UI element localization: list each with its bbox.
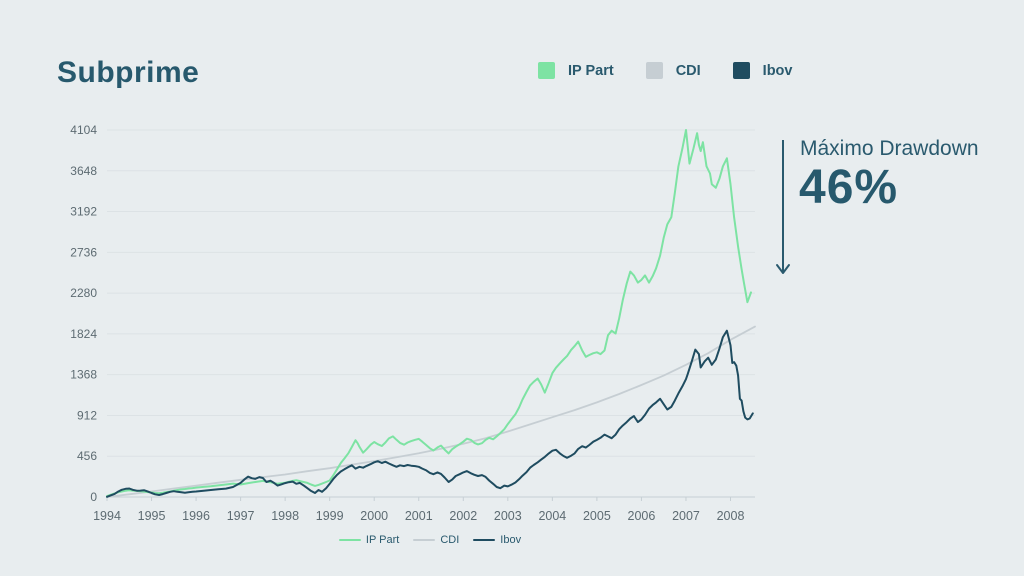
legend-line-swatch-ibov [473,538,496,542]
svg-text:1998: 1998 [271,509,299,523]
svg-text:2280: 2280 [70,286,97,300]
svg-text:1995: 1995 [138,509,166,523]
svg-text:1368: 1368 [70,368,97,382]
legend-item-ibov-bottom: Ibov [473,534,521,546]
drawdown-label: Máximo Drawdown [800,137,979,160]
svg-text:2005: 2005 [583,509,611,523]
page-title: Subprime [57,56,200,89]
svg-text:2003: 2003 [494,509,522,523]
drawdown-value: 46% [799,161,899,214]
legend-label-ip-part-bottom: IP Part [365,534,400,546]
svg-text:456: 456 [77,449,97,463]
legend-label-ibov: Ibov [762,62,793,79]
legend-item-cdi-bottom: CDI [413,534,459,546]
svg-text:1824: 1824 [70,327,97,341]
svg-text:1996: 1996 [182,509,210,523]
legend-line-swatch-cdi [413,538,436,542]
line-chart: 0 456 912 1368 1824 2280 2736 3192 3648 4104 1994 1… [60,122,772,537]
legend-label-cdi-bottom: CDI [440,534,460,546]
legend-swatch-ip-part [538,62,555,79]
svg-text:2006: 2006 [628,509,656,523]
legend-label-ibov-bottom: Ibov [500,534,522,546]
legend-top: IP Part CDI Ibov [538,62,792,79]
drawdown-arrow-icon [776,140,790,274]
legend-item-ip-part-bottom: IP Part [338,534,400,546]
legend-label-ip-part: IP Part [568,62,614,79]
svg-text:912: 912 [77,408,97,422]
svg-text:1999: 1999 [316,509,344,523]
legend-bottom: IP Part CDI Ibov [0,534,860,546]
svg-text:0: 0 [90,490,97,504]
line-chart-svg: 0 456 912 1368 1824 2280 2736 3192 3648 4104 1994 1… [70,123,756,523]
svg-text:2001: 2001 [405,509,433,523]
svg-text:3648: 3648 [70,164,97,178]
svg-text:3192: 3192 [70,205,97,219]
legend-line-swatch-ip-part [338,538,361,542]
svg-text:2736: 2736 [70,245,97,259]
svg-text:2000: 2000 [360,509,388,523]
legend-item-cdi: CDI [645,62,701,79]
svg-text:1997: 1997 [227,509,255,523]
svg-text:2007: 2007 [672,509,700,523]
legend-item-ibov: Ibov [732,62,793,79]
legend-item-ip-part: IP Part [538,62,614,79]
svg-text:4104: 4104 [70,123,97,137]
legend-swatch-cdi [645,62,663,79]
svg-text:2002: 2002 [449,509,477,523]
svg-text:2008: 2008 [717,509,745,523]
legend-label-cdi: CDI [675,62,701,79]
legend-swatch-ibov [732,62,750,79]
svg-text:2004: 2004 [538,509,566,523]
svg-text:1994: 1994 [93,509,121,523]
